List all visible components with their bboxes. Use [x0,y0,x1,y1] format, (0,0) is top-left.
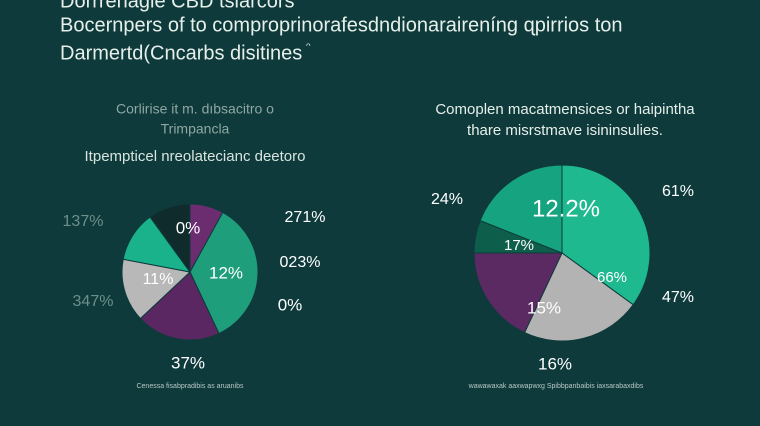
slice-label: 12.2% [532,195,600,222]
slice-label: 0% [176,218,201,237]
slice-label: 271% [285,209,326,226]
slice-label: 0% [278,295,303,314]
slice-label: 11% [143,271,174,288]
slice-label: 17% [504,237,534,254]
slice-label: 347% [73,293,114,310]
slice-label: 12% [209,263,243,282]
slice-label: 66% [597,269,627,286]
slice-label: 37% [171,353,205,372]
pie-slice [473,252,563,334]
header-line: Dorrrehagle CBD tsiarcors [60,0,295,12]
slice-label: 137% [63,213,104,230]
slice-label: 16% [538,354,572,373]
pie-slice [189,211,259,335]
header-line: Darmertd(Cncarbs disitines [60,42,302,64]
slice-label: 24% [431,191,463,208]
pie-slice [479,164,563,254]
slice-label: 023% [280,254,321,271]
slice-label: 15% [527,298,561,317]
slice-label: 47% [662,289,694,306]
chart-title: Comoplen macatmensices or haipintha [435,101,695,118]
chart-subtitle: thare misrstmave isininsulies. [467,122,663,139]
pie-slice [561,164,651,306]
pie-slice [121,258,192,320]
pie-slice [149,203,191,274]
pie-slice [139,271,220,341]
slice-label: 61% [662,183,694,200]
chart-note: Itpempticel nreolatecianc deetoro [85,148,306,165]
chart-title: Corlirise it m. dıbsacitro o [116,101,274,117]
chart-footer: Cenessa fisabpradibis as aruanibs [136,383,244,390]
chart-footer: wawawaxak aaxwapwxg Spibbpanbaibis iaxsa… [468,383,644,390]
chart-subtitle: Trimpancla [161,121,230,137]
header-mark: ᵔ [306,40,311,54]
header-line: Bocernpers of to comproprinorafesdndiona… [60,14,623,36]
